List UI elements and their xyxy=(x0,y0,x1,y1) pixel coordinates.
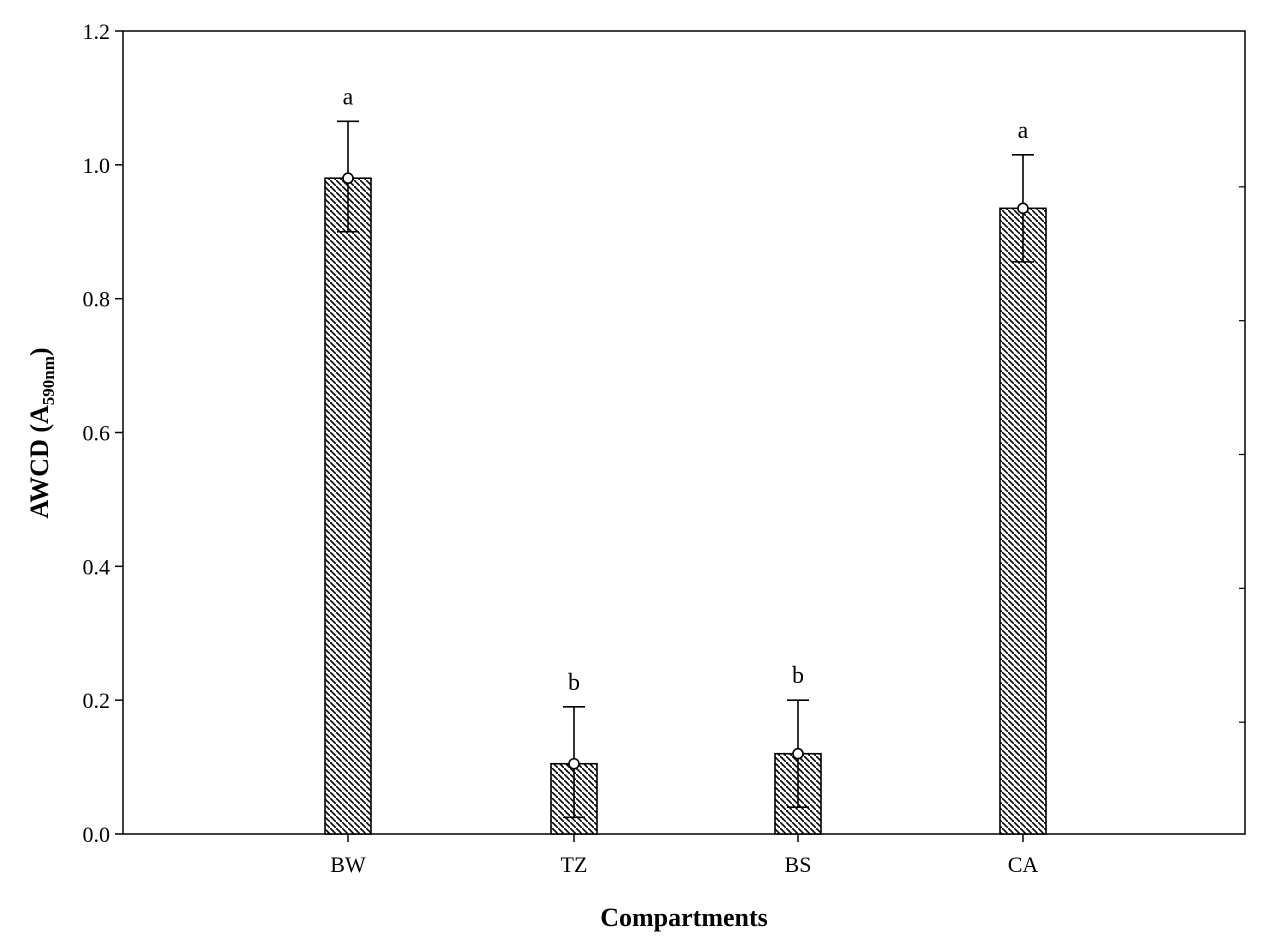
y-axis-title-main: AWCD (A xyxy=(25,405,54,519)
mean-marker xyxy=(342,172,354,185)
x-tick-label: TZ xyxy=(561,852,588,877)
significance-letter: b xyxy=(792,663,804,689)
bar xyxy=(324,177,372,835)
y-tick-label: 0.8 xyxy=(83,287,111,312)
y-tick-label: 0.4 xyxy=(83,554,111,579)
x-axis: BW TZ BS CA xyxy=(330,834,1038,877)
y-axis-title: AWCD (A590nm) xyxy=(25,347,58,518)
significance-letter: b xyxy=(568,670,580,696)
plot-area xyxy=(122,30,1246,835)
y-axis-title-close: ) xyxy=(25,347,54,356)
mean-marker xyxy=(792,747,804,760)
y-axis: 0.0 0.2 0.4 0.6 0.8 1.0 1.2 xyxy=(83,19,123,847)
y-tick-label: 0.0 xyxy=(83,822,111,847)
right-axis-ticks xyxy=(1239,186,1245,723)
bar xyxy=(999,207,1047,835)
y-axis-title-subscript: 590nm xyxy=(39,356,58,405)
x-tick-label: CA xyxy=(1008,852,1039,877)
bars-group: a b b a xyxy=(324,84,1047,835)
significance-letter: a xyxy=(343,84,354,110)
x-axis-title: Compartments xyxy=(600,903,768,932)
y-tick-label: 0.2 xyxy=(83,688,111,713)
x-tick-label: BW xyxy=(330,852,366,877)
y-tick-label: 1.0 xyxy=(83,153,111,178)
mean-marker xyxy=(568,757,580,770)
mean-marker xyxy=(1017,202,1029,215)
significance-letter: a xyxy=(1018,118,1029,144)
y-tick-label: 0.6 xyxy=(83,421,111,446)
x-tick-label: BS xyxy=(785,852,812,877)
y-tick-label: 1.2 xyxy=(83,19,111,44)
